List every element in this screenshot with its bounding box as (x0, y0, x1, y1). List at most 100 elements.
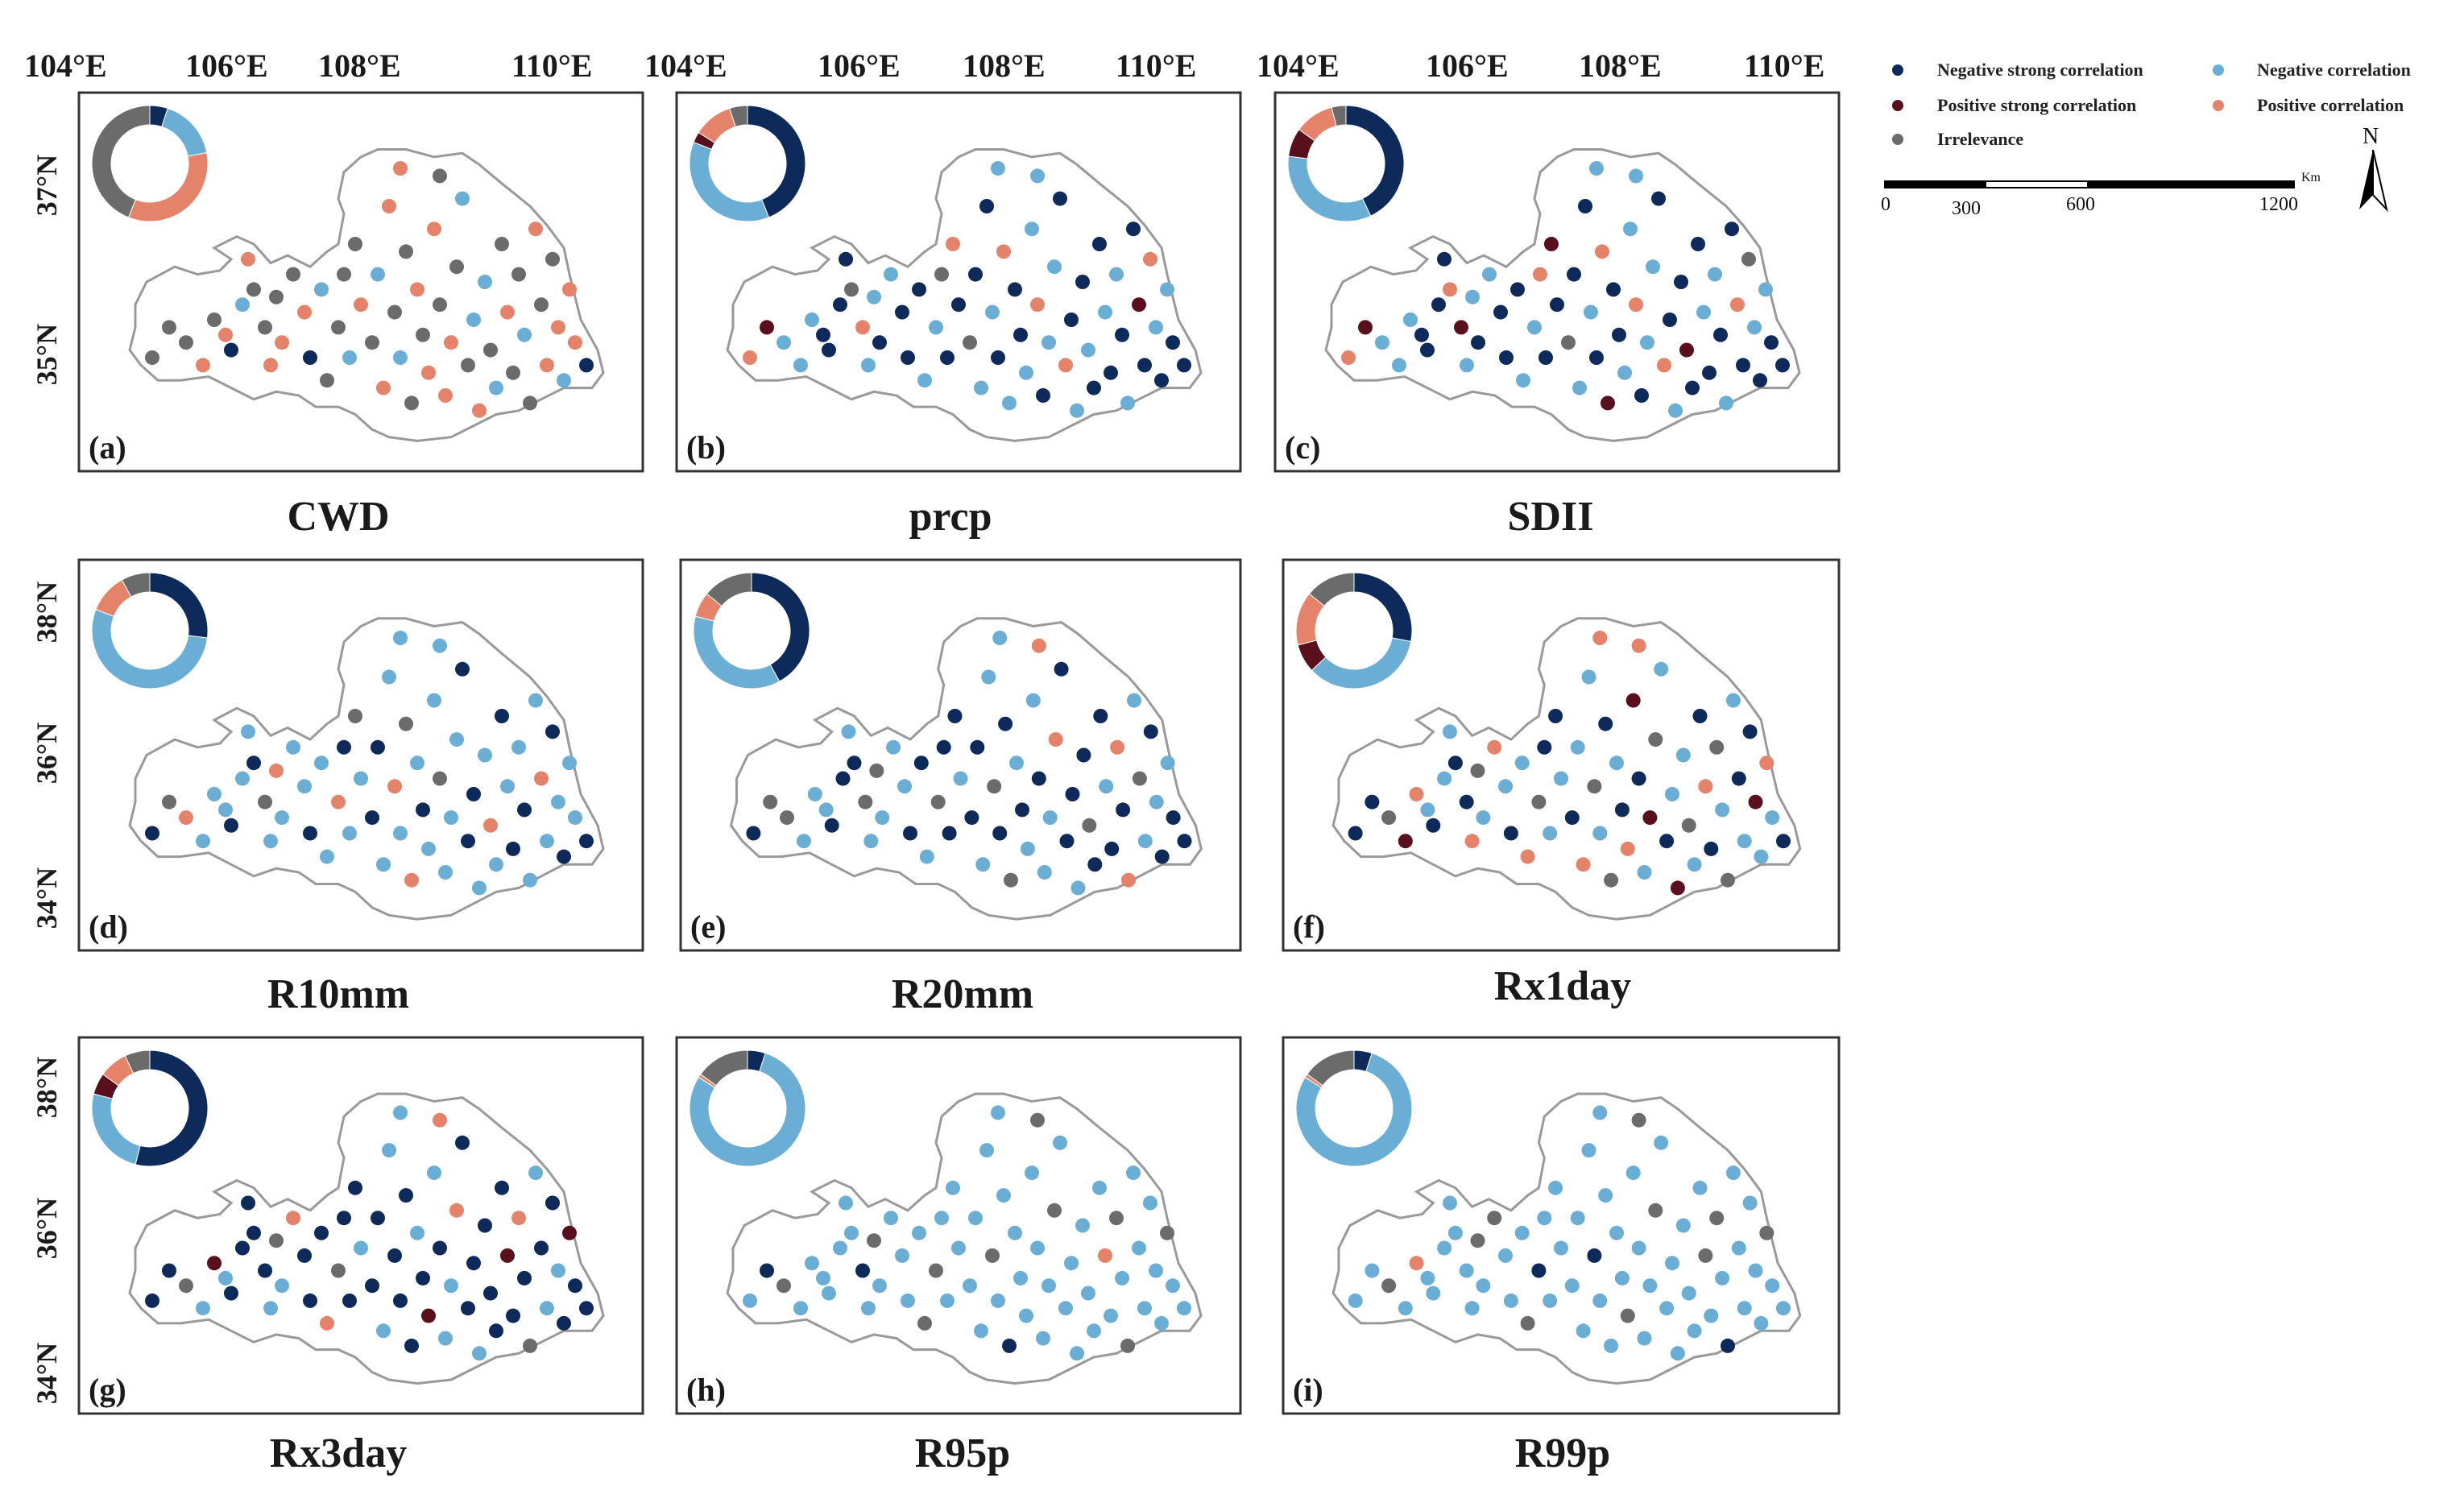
station-dot (968, 1211, 983, 1226)
station-dot (1166, 1278, 1180, 1294)
station-dot (1476, 1278, 1491, 1294)
station-dot (1604, 872, 1619, 888)
station-dot (393, 826, 408, 841)
station-dot (263, 834, 278, 849)
station-dot (579, 358, 594, 373)
station-dot (1110, 739, 1125, 755)
station-dot (337, 1211, 351, 1226)
station-dot (1447, 1225, 1463, 1240)
donut-slice-irrelevance (1307, 1050, 1355, 1087)
station-dot (404, 1338, 419, 1353)
station-dot (869, 763, 884, 778)
station-dot (912, 1225, 926, 1240)
donut-slice-irrelevance (1331, 105, 1347, 127)
station-dot (1776, 834, 1791, 849)
station-dot (985, 304, 1000, 320)
station-dot (996, 244, 1011, 259)
station-dot (1031, 771, 1046, 786)
station-dot (1604, 1338, 1619, 1353)
station-dot (348, 1180, 362, 1195)
station-dot (1099, 779, 1114, 794)
station-dot (241, 1195, 255, 1211)
station-dot (1681, 818, 1696, 833)
panel-letter-h: (h) (686, 1372, 726, 1408)
station-dot (1013, 1270, 1028, 1286)
station-dot (568, 335, 582, 350)
station-dot (1443, 282, 1457, 297)
station-dot (207, 1256, 222, 1271)
station-dot (376, 857, 391, 872)
station-dot (1548, 709, 1563, 723)
panel-letter-e: (e) (690, 909, 726, 945)
station-dot (1065, 787, 1080, 801)
station-dot (1042, 1278, 1056, 1294)
station-dot (258, 1263, 272, 1278)
station-dot (517, 802, 532, 818)
station-dot (523, 395, 537, 411)
station-dot (1008, 1225, 1022, 1240)
station-dot (919, 849, 934, 864)
station-dot (1674, 275, 1688, 289)
station-dot (991, 161, 1005, 176)
station-dot (331, 320, 346, 335)
station-dot (224, 1286, 238, 1301)
station-dot (433, 168, 447, 184)
station-dot (1002, 395, 1017, 411)
station-dot (387, 304, 402, 320)
station-dot (1642, 1278, 1658, 1294)
station-dot (1625, 1165, 1641, 1181)
station-dot (1143, 1195, 1157, 1211)
station-dot (275, 335, 289, 350)
station-dot (929, 320, 943, 335)
station-dot (833, 297, 847, 313)
station-dot (1629, 297, 1643, 313)
station-dot (1510, 282, 1525, 297)
station-dot (1648, 1203, 1663, 1218)
station-dot (545, 251, 560, 267)
lat-label-35n: 35°N (31, 324, 63, 385)
station-dot (1177, 1301, 1191, 1316)
station-dot (371, 267, 385, 282)
station-dot (461, 834, 475, 849)
station-dot (1030, 297, 1045, 313)
station-dot (1598, 1188, 1613, 1203)
station-dot (1503, 1293, 1518, 1308)
station-dot (1595, 244, 1609, 259)
station-dot (833, 1240, 847, 1256)
station-dot (286, 267, 300, 282)
station-dot (839, 251, 853, 267)
station-dot (1742, 724, 1758, 739)
station-dot (841, 724, 856, 739)
station-dot (1654, 1135, 1669, 1150)
station-dot (1537, 739, 1552, 755)
station-dot (1098, 304, 1112, 320)
station-dot (1375, 335, 1389, 350)
station-dot (1702, 365, 1717, 380)
station-dot (1731, 771, 1746, 786)
station-dot (320, 849, 334, 864)
lon-label-8: 104°E (1257, 48, 1340, 84)
station-dot (1776, 1301, 1791, 1316)
station-dot (1030, 1240, 1045, 1256)
station-dot (1675, 747, 1691, 763)
station-dot (1748, 1263, 1763, 1278)
station-dot (444, 810, 458, 826)
station-dot (1646, 259, 1660, 275)
lon-label-2: 108°E (318, 48, 401, 84)
station-dot (776, 1278, 791, 1294)
station-dot (320, 373, 334, 388)
station-dot (263, 358, 278, 373)
station-dot (1709, 1211, 1725, 1226)
station-dot (1426, 818, 1441, 833)
station-dot (1696, 304, 1711, 320)
station-dot (1137, 1301, 1152, 1316)
station-dot (901, 1293, 915, 1308)
station-dot (1713, 327, 1728, 342)
station-dot (1620, 841, 1635, 856)
station-dot (1087, 1323, 1101, 1339)
lon-label-4: 104°E (644, 48, 727, 84)
station-dot (382, 199, 396, 213)
station-dot (1160, 282, 1174, 297)
station-dot (528, 221, 543, 237)
station-dot (444, 335, 458, 350)
